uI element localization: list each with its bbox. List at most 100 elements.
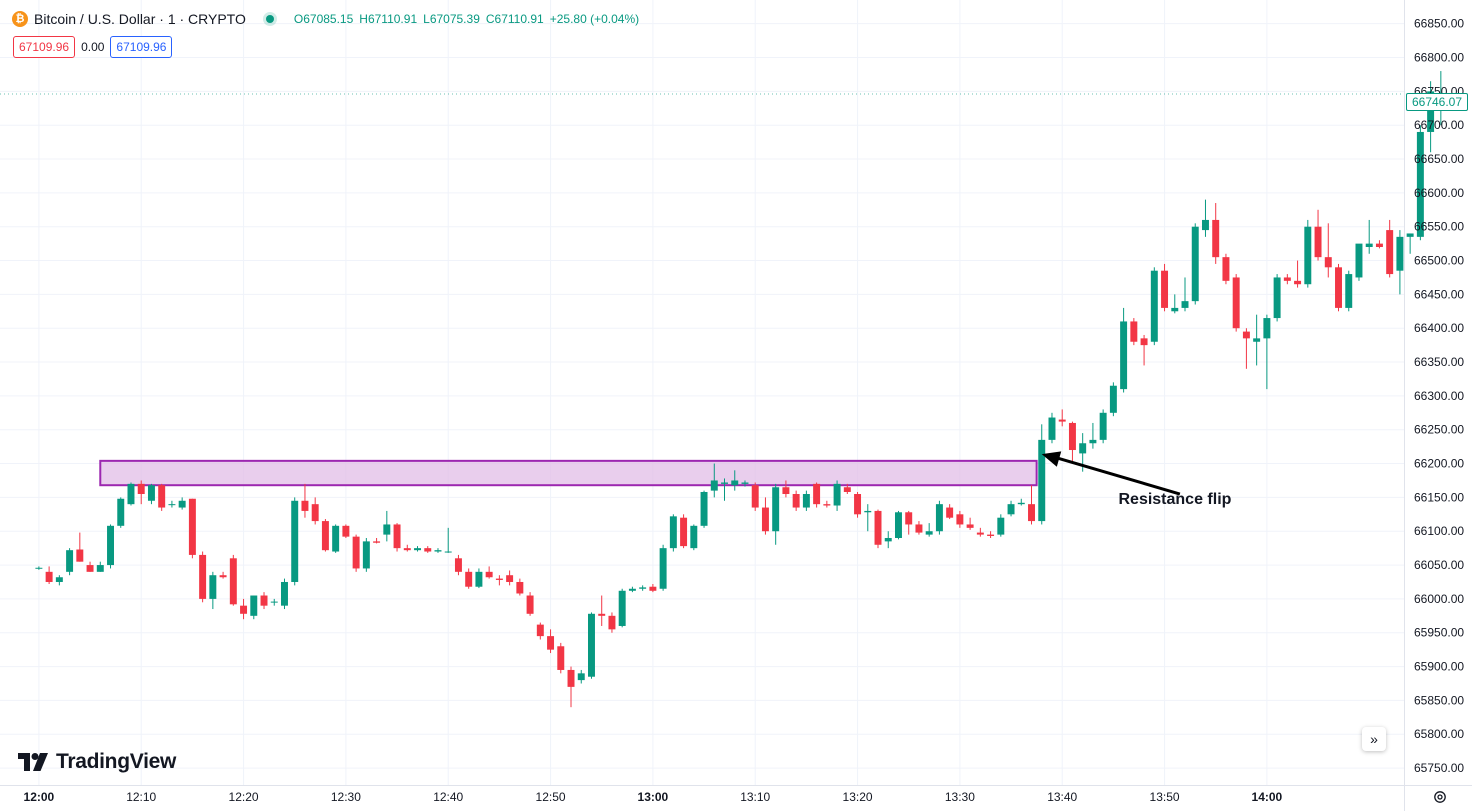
candle xyxy=(690,524,698,551)
candle-body xyxy=(1191,226,1199,302)
candle xyxy=(403,544,411,552)
candle xyxy=(1109,382,1117,417)
candle xyxy=(649,584,657,593)
candle xyxy=(1212,203,1220,264)
candle xyxy=(250,595,258,620)
candle xyxy=(66,548,74,576)
candle-body xyxy=(66,550,74,572)
time-tick-label: 13:10 xyxy=(740,790,770,804)
candle xyxy=(1253,314,1261,366)
candle xyxy=(1058,409,1066,427)
candle xyxy=(567,666,575,708)
candle xyxy=(291,497,299,586)
candle-body xyxy=(1427,91,1435,132)
price-tick-label: 66350.00 xyxy=(1414,355,1464,369)
candle xyxy=(1007,500,1015,517)
candle xyxy=(669,514,677,552)
candle-body xyxy=(1355,243,1363,278)
candle-body xyxy=(1048,417,1056,440)
arrow-shaft[interactable] xyxy=(1055,456,1181,496)
price-tick-label: 66000.00 xyxy=(1414,592,1464,606)
candle-body xyxy=(792,494,800,508)
candle xyxy=(76,532,84,562)
candle xyxy=(1416,125,1424,241)
candle xyxy=(1130,318,1138,346)
tradingview-logo[interactable]: TradingView xyxy=(18,750,176,774)
candle-body xyxy=(956,514,964,525)
candle xyxy=(894,510,902,540)
candle xyxy=(1201,199,1209,237)
candle xyxy=(127,482,135,506)
scroll-to-realtime-button[interactable]: » xyxy=(1362,727,1386,751)
candle xyxy=(802,490,810,511)
candle-body xyxy=(864,510,872,513)
candle xyxy=(1017,498,1025,506)
sell-price-button[interactable]: 67109.96 xyxy=(13,36,76,58)
candle-body xyxy=(465,571,473,587)
candle-body xyxy=(588,613,595,677)
candle xyxy=(618,588,626,628)
candle-body xyxy=(301,500,309,511)
candle-body xyxy=(997,517,1005,535)
arrow-head[interactable] xyxy=(1041,451,1062,467)
candle-body xyxy=(721,482,728,484)
candle-body xyxy=(485,571,493,578)
candle xyxy=(976,527,984,537)
candle xyxy=(741,480,749,487)
symbol-title[interactable]: Bitcoin / U.S. Dollar · 1 · CRYPTO xyxy=(34,11,246,27)
candle-body xyxy=(342,525,350,537)
time-tick-label: 12:20 xyxy=(229,790,259,804)
candle-body xyxy=(1324,257,1332,268)
candle-body xyxy=(1232,277,1240,329)
candle-body xyxy=(178,500,186,508)
candle-body xyxy=(1365,243,1373,248)
price-tick-label: 66100.00 xyxy=(1414,524,1464,538)
candle xyxy=(772,483,780,545)
price-tick-label: 65750.00 xyxy=(1414,761,1464,775)
candle-body xyxy=(874,510,882,545)
time-tick-label: 13:40 xyxy=(1047,790,1077,804)
candle xyxy=(434,548,442,553)
price-axis[interactable]: 65750.00 65800.00 65850.00 65900.00 65950.00… xyxy=(1414,17,1464,775)
candle-body xyxy=(1294,280,1302,285)
candle xyxy=(1324,223,1332,278)
candle-body xyxy=(1304,226,1312,285)
candle xyxy=(495,575,503,586)
candle-body xyxy=(424,548,432,552)
candle xyxy=(414,546,421,552)
resistance-flip-label[interactable]: Resistance flip xyxy=(1118,491,1231,508)
settings-button[interactable] xyxy=(1432,789,1448,805)
price-tick-label: 66200.00 xyxy=(1414,457,1464,471)
candle-body xyxy=(894,512,902,538)
candle xyxy=(1181,277,1189,312)
candle xyxy=(997,514,1005,537)
buy-price-button[interactable]: 67109.96 xyxy=(110,36,173,58)
price-tick-label: 65950.00 xyxy=(1414,626,1464,640)
candle xyxy=(782,480,790,498)
time-tick-label: 14:00 xyxy=(1252,790,1283,804)
candle xyxy=(188,498,196,559)
candle-body xyxy=(1171,307,1179,312)
candle-body xyxy=(495,578,503,580)
candle xyxy=(1396,230,1404,295)
time-axis[interactable]: 12:00 12:10 12:20 12:30 12:40 12:50 13:00 13:10… xyxy=(24,790,1283,804)
candle-body xyxy=(935,504,943,532)
market-status-icon[interactable] xyxy=(265,15,274,23)
candle-body xyxy=(506,575,514,582)
candle xyxy=(1089,422,1097,449)
candle xyxy=(1304,219,1312,288)
ohlc-values: O67085.15 H67110.91 L67075.39 C67110.91 … xyxy=(294,12,639,26)
candle-body xyxy=(1375,243,1383,248)
time-tick-label: 12:00 xyxy=(24,790,55,804)
resistance-zone-rectangle[interactable] xyxy=(99,459,1038,487)
candle-body xyxy=(1068,422,1076,451)
candle-body xyxy=(567,669,575,687)
resistance-zone-layer xyxy=(99,459,1038,487)
candle-body xyxy=(577,673,585,681)
candle xyxy=(383,510,391,542)
candle xyxy=(35,566,43,570)
price-tick-label: 66500.00 xyxy=(1414,254,1464,268)
candle xyxy=(1273,274,1281,322)
candle-body xyxy=(833,483,841,506)
